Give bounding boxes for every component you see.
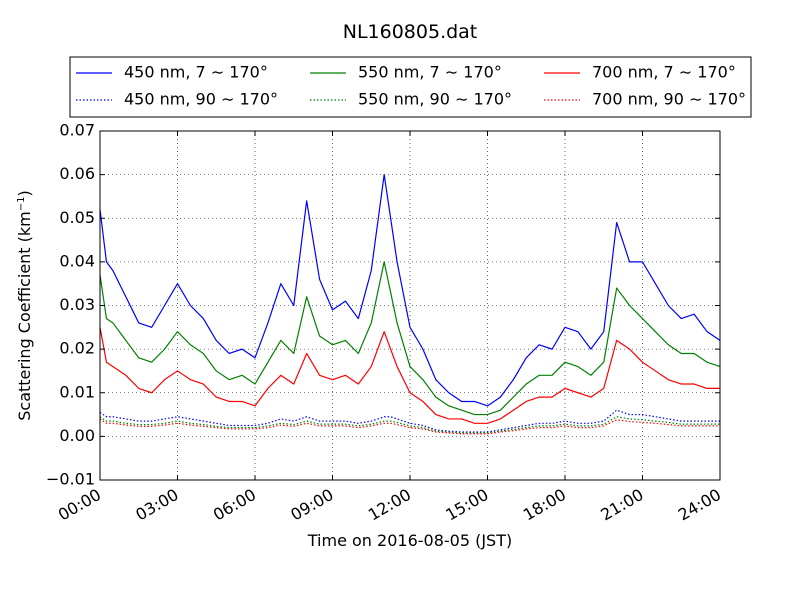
legend-label-4: 550 nm, 90 ∼ 170° (358, 90, 512, 109)
y-tick-label: 0.02 (59, 339, 95, 358)
y-axis-label-end: ) (15, 190, 34, 196)
y-axis-label-main: Scattering Coefficient (km (15, 211, 34, 421)
y-axis-label: Scattering Coefficient (km−1) (15, 190, 34, 421)
y-tick-label: 0.01 (59, 382, 95, 401)
y-tick-label: 0.00 (59, 426, 95, 445)
y-tick-label: 0.07 (59, 121, 95, 140)
chart-title: NL160805.dat (343, 21, 478, 43)
series-line-1 (99, 261, 721, 416)
series-line-2 (99, 327, 720, 424)
legend-label-2: 700 nm, 7 ∼ 170° (592, 63, 736, 82)
y-tick-label: −0.01 (46, 470, 95, 489)
y-tick-label: 0.04 (59, 251, 95, 270)
legend-label-0: 450 nm, 7 ∼ 170° (124, 63, 268, 82)
x-axis-label: Time on 2016-08-05 (JST) (307, 531, 512, 550)
series-line-5 (99, 418, 720, 435)
series-line-4 (99, 416, 720, 434)
legend: 450 nm, 7 ∼ 170° 550 nm, 7 ∼ 170° 700 nm, … (69, 56, 752, 118)
grid-layer (100, 131, 720, 480)
legend-label-5: 700 nm, 90 ∼ 170° (592, 90, 746, 109)
series-line-0 (99, 174, 721, 407)
legend-label-1: 550 nm, 7 ∼ 170° (358, 63, 502, 82)
legend-box (69, 56, 752, 118)
y-tick-label: 0.05 (59, 208, 95, 227)
legend-label-3: 450 nm, 90 ∼ 170° (124, 90, 278, 109)
series-layer (99, 174, 721, 435)
y-tick-label: 0.06 (59, 164, 95, 183)
y-axis-label-sup: −1 (16, 196, 27, 211)
y-tick-label: 0.03 (59, 295, 95, 314)
